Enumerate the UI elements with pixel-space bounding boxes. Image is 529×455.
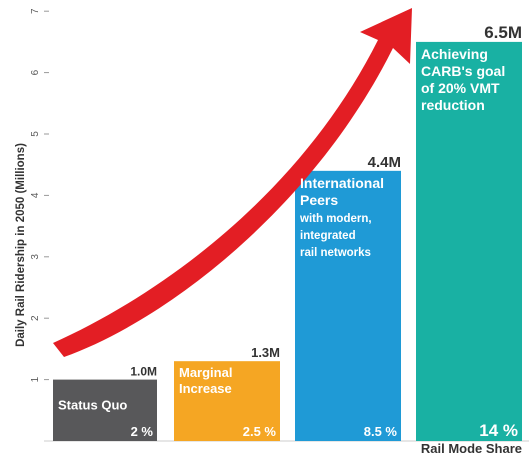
bar-1 [53,379,157,441]
x-axis-label: Rail Mode Share [421,441,522,455]
y-axis-ticks: 1 2 3 4 5 6 7 [30,8,49,382]
bar-3 [295,170,401,441]
bar-description: Peers [300,192,338,208]
bar-4 [416,41,522,442]
y-tick-label: 3 [30,254,41,260]
y-tick-label: 7 [30,8,41,14]
bar-description: reduction [421,97,485,113]
bar-description: of 20% VMT [421,80,500,96]
value-label: 1.3M [251,345,280,360]
share-label: 2.5 % [243,424,277,439]
y-tick-label: 5 [30,131,41,137]
bar-description: Status Quo [58,398,127,413]
value-label: 6.5M [484,23,522,42]
share-label: 2 % [131,424,154,439]
bar-description: Achieving [421,46,488,62]
bar-description: International [300,175,384,191]
bar-2 [174,361,280,441]
bar-description: with modern, [299,213,372,225]
y-tick-label: 4 [30,192,41,198]
y-axis-label: Daily Rail Ridership in 2050 (Millions) [15,143,27,347]
bar-description: rail networks [300,247,371,259]
y-tick-label: 6 [30,69,41,75]
y-tick-label: 1 [30,376,41,382]
y-tick-label: 2 [30,315,41,321]
bar-labels-group: 1.0M 2 % Status Quo 1.3M 2.5 % MarginalIncrea… [58,23,522,440]
value-label: 4.4M [368,154,401,171]
share-label: 8.5 % [364,424,398,439]
bar-description: CARB's goal [421,63,505,79]
bar-description: integrated [300,230,356,242]
bars-group [53,41,522,442]
share-label: 14 % [479,421,518,440]
value-label: 1.0M [130,365,157,379]
bar-description: Marginal [179,365,232,380]
bar-description: Increase [179,381,232,396]
